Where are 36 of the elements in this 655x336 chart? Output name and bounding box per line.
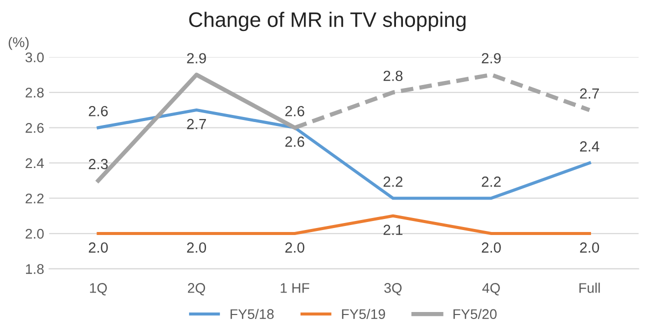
- data-label: 2.1: [384, 224, 402, 235]
- y-tick-label: 3.0: [25, 52, 44, 62]
- y-axis-title: (%): [8, 36, 29, 50]
- x-tick-label: 1Q: [90, 283, 107, 296]
- x-tick-label: 3Q: [384, 283, 402, 296]
- data-label: 2.8: [384, 70, 403, 82]
- x-tick-label: 2Q: [188, 283, 206, 296]
- y-tick-label: 2.8: [26, 88, 44, 98]
- x-tick-label: 1 HF: [280, 283, 310, 293]
- data-label: 2.0: [187, 242, 206, 253]
- y-tick-label: 1.8: [26, 264, 44, 274]
- data-label: 2.9: [482, 53, 501, 64]
- y-tick-label: 2.2: [26, 194, 44, 204]
- data-label: 2.0: [88, 242, 108, 253]
- data-label: 2.6: [88, 106, 108, 116]
- data-label: 2.0: [482, 242, 501, 253]
- data-label: 2.0: [580, 242, 600, 253]
- data-label: 2.6: [285, 106, 304, 116]
- legend-label: FY5/20: [454, 308, 497, 320]
- chart-title: Change of MR in TV shopping: [189, 12, 466, 32]
- data-label: 2.9: [187, 53, 206, 64]
- legend-label: FY5/19: [342, 308, 386, 320]
- data-label: 2.7: [580, 88, 599, 99]
- data-label: 2.7: [187, 118, 206, 130]
- x-tick-label: 4Q: [482, 283, 500, 296]
- y-tick-label: 2.4: [26, 158, 44, 168]
- x-tick-label: Full: [579, 282, 600, 293]
- data-label: 2.6: [285, 136, 304, 147]
- y-tick-label: 2.6: [26, 123, 44, 133]
- data-label: 2.4: [580, 141, 600, 152]
- data-label: 2.2: [384, 176, 402, 187]
- legend-label: FY5/18: [230, 308, 274, 320]
- y-tick-label: 2.0: [26, 228, 44, 239]
- data-label: 2.0: [285, 242, 304, 253]
- data-label: 2.2: [482, 176, 501, 187]
- data-label: 2.3: [88, 158, 108, 170]
